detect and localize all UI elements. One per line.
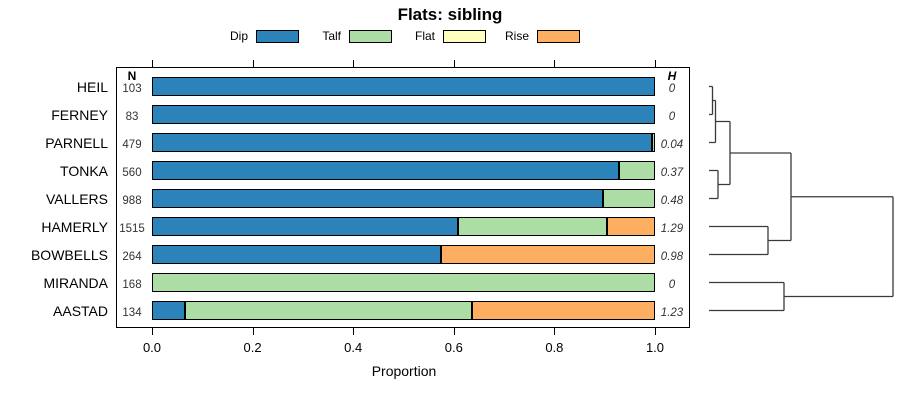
n-column-header: N xyxy=(127,69,137,83)
n-value: 168 xyxy=(122,279,142,291)
plot-frame xyxy=(116,67,690,328)
stacked-bar-aastad xyxy=(152,301,655,320)
row-label-vallers: VALLERS xyxy=(46,190,108,207)
bar-segment-dip xyxy=(153,78,654,95)
row-label-miranda: MIRANDA xyxy=(43,274,108,291)
h-value: 1.29 xyxy=(660,223,684,235)
bar-segment-talf xyxy=(184,302,471,319)
bar-segment-dip xyxy=(153,246,441,263)
legend-item-dip: Dip xyxy=(177,28,299,44)
row-label-tonka: TONKA xyxy=(60,162,108,179)
chart-title: Flats: sibling xyxy=(397,5,503,24)
bar-segment-talf xyxy=(617,162,654,179)
legend-item-talf: Talf xyxy=(270,28,392,44)
talf-color-swatch-icon xyxy=(349,29,392,43)
row-label-parnell: PARNELL xyxy=(45,134,108,151)
flat-color-swatch-icon xyxy=(443,29,486,43)
n-value: 264 xyxy=(122,251,142,263)
x-axis-tick-top xyxy=(152,60,153,67)
bar-segment-dip xyxy=(153,302,185,319)
bar-segment-talf xyxy=(602,190,654,207)
x-axis-tick-bottom xyxy=(152,328,153,335)
x-axis-tick-label: 0.0 xyxy=(142,340,162,355)
h-value: 1.23 xyxy=(660,307,684,319)
stacked-bar-parnell xyxy=(152,133,655,152)
x-axis-tick-label: 0.6 xyxy=(444,340,463,355)
bar-segment-rise xyxy=(470,302,654,319)
bar-segment-dip xyxy=(153,218,458,235)
x-axis-tick-top xyxy=(655,60,656,67)
row-label-ferney: FERNEY xyxy=(51,106,108,123)
n-value: 83 xyxy=(125,111,139,123)
dendrogram-lines xyxy=(709,85,894,312)
h-value: 0 xyxy=(668,83,676,95)
legend-item-label: Dip xyxy=(229,29,248,43)
bar-segment-talf xyxy=(153,274,654,291)
n-value: 134 xyxy=(122,307,142,319)
h-value: 0.98 xyxy=(660,251,684,263)
stacked-bar-miranda xyxy=(152,273,655,292)
n-value: 988 xyxy=(122,195,142,207)
x-axis-tick-label: 0.4 xyxy=(344,340,363,355)
x-axis-tick-bottom xyxy=(453,328,455,335)
x-axis-label: Proportion xyxy=(371,363,437,379)
n-value: 103 xyxy=(122,83,142,95)
x-axis-tick-bottom xyxy=(554,328,556,335)
bar-segment-rise xyxy=(440,246,654,263)
bar-segment-dip xyxy=(153,134,651,151)
stacked-bar-bowbells xyxy=(152,245,655,264)
stacked-bar-hamerly xyxy=(152,217,655,236)
x-axis-tick-bottom xyxy=(655,328,656,335)
x-axis-tick-top xyxy=(252,60,254,67)
x-axis-tick-bottom xyxy=(353,328,355,335)
stacked-bar-heil xyxy=(152,77,655,96)
row-label-aastad: AASTAD xyxy=(53,302,108,319)
x-axis-tick-label: 1.0 xyxy=(645,340,665,355)
h-value: 0.04 xyxy=(660,139,684,151)
h-value: 0 xyxy=(668,111,676,123)
x-axis-tick-label: 0.8 xyxy=(545,340,564,355)
stacked-bar-vallers xyxy=(152,189,655,208)
bar-segment-talf xyxy=(650,134,654,151)
bar-segment-talf xyxy=(457,218,607,235)
bar-segment-dip xyxy=(153,190,603,207)
bar-segment-rise xyxy=(606,218,654,235)
legend-item-label: Rise xyxy=(504,29,529,43)
legend-item-label: Flat xyxy=(414,29,435,43)
rise-color-swatch-icon xyxy=(537,29,580,43)
h-value: 0.48 xyxy=(660,195,684,207)
x-axis-tick-top xyxy=(353,60,355,67)
bar-segment-dip xyxy=(153,106,654,123)
legend-item-flat: Flat xyxy=(364,28,486,44)
x-axis-tick-top xyxy=(453,60,455,67)
n-value: 479 xyxy=(122,139,142,151)
stacked-bar-tonka xyxy=(152,161,655,180)
h-column-header: H xyxy=(667,69,677,83)
h-value: 0.37 xyxy=(660,167,684,179)
row-label-hamerly: HAMERLY xyxy=(41,218,108,235)
n-value: 1515 xyxy=(119,223,145,235)
bar-segment-dip xyxy=(153,162,618,179)
h-value: 0 xyxy=(668,279,676,291)
x-axis-tick-bottom xyxy=(252,328,254,335)
row-label-heil: HEIL xyxy=(76,78,108,95)
legend-item-rise: Rise xyxy=(458,28,580,44)
dip-color-swatch-icon xyxy=(256,29,299,43)
legend-item-label: Talf xyxy=(322,29,341,43)
n-value: 560 xyxy=(122,167,142,179)
x-axis-tick-top xyxy=(554,60,556,67)
row-label-bowbells: BOWBELLS xyxy=(30,246,108,263)
stacked-bar-ferney xyxy=(152,105,655,124)
x-axis-tick-label: 0.2 xyxy=(243,340,262,355)
